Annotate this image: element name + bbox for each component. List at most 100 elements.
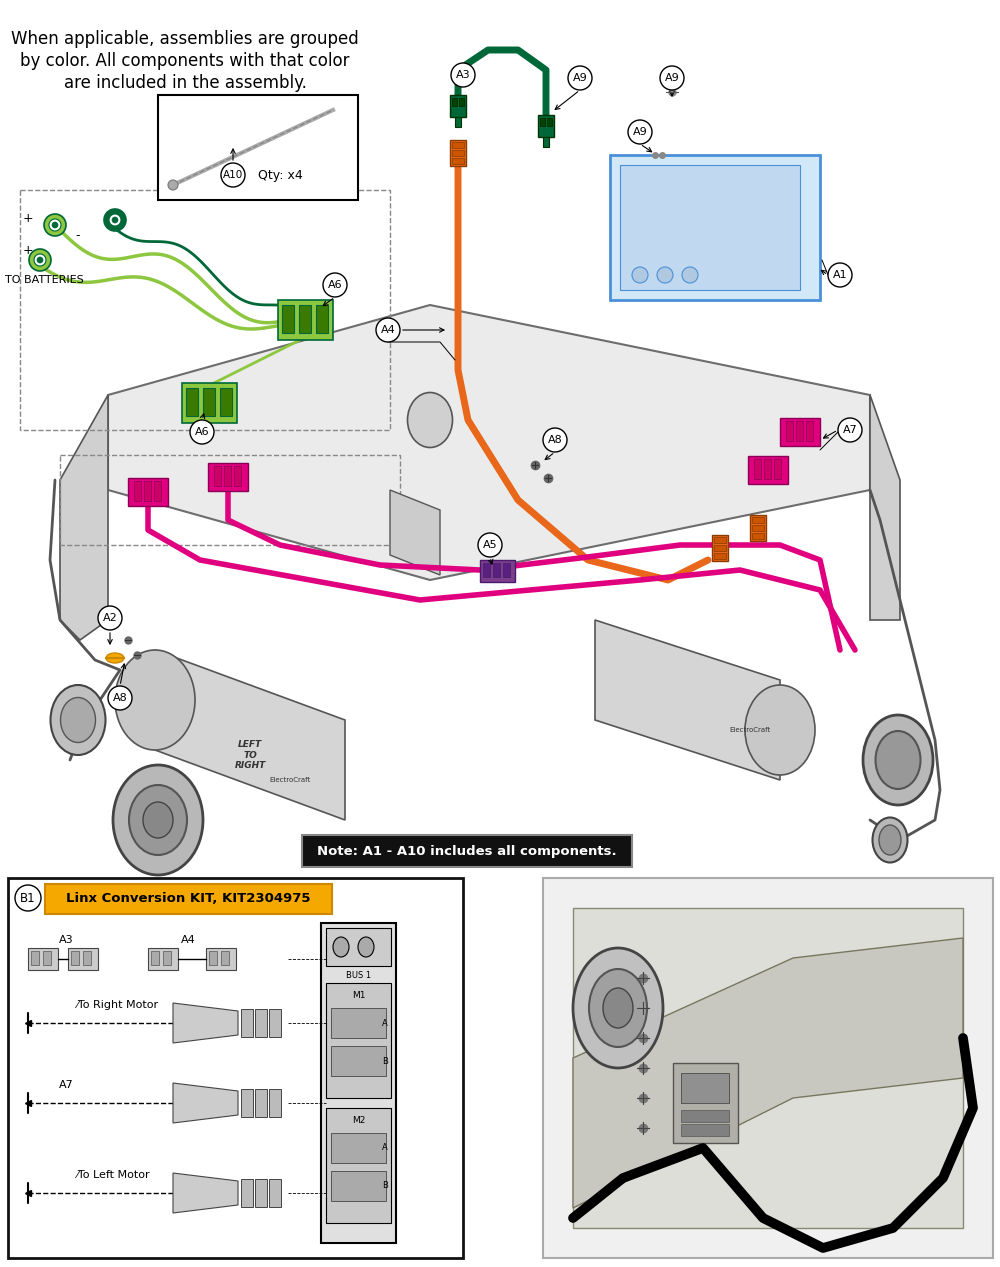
Circle shape xyxy=(628,120,652,144)
FancyBboxPatch shape xyxy=(748,456,788,484)
Circle shape xyxy=(323,272,347,296)
FancyBboxPatch shape xyxy=(241,1009,253,1036)
Circle shape xyxy=(478,533,502,557)
Ellipse shape xyxy=(573,948,663,1068)
FancyBboxPatch shape xyxy=(8,878,463,1258)
Circle shape xyxy=(104,209,126,231)
Ellipse shape xyxy=(876,731,920,789)
FancyBboxPatch shape xyxy=(83,952,91,965)
FancyBboxPatch shape xyxy=(221,952,229,965)
FancyBboxPatch shape xyxy=(452,98,457,106)
Circle shape xyxy=(168,180,178,190)
FancyBboxPatch shape xyxy=(224,466,231,487)
FancyBboxPatch shape xyxy=(203,388,215,416)
FancyBboxPatch shape xyxy=(503,563,510,576)
Text: A8: A8 xyxy=(113,693,127,703)
FancyBboxPatch shape xyxy=(331,1171,386,1201)
Ellipse shape xyxy=(408,393,452,447)
FancyBboxPatch shape xyxy=(452,158,464,163)
Polygon shape xyxy=(595,620,780,780)
Text: +: + xyxy=(23,212,33,224)
FancyBboxPatch shape xyxy=(68,948,98,971)
FancyBboxPatch shape xyxy=(144,481,151,500)
FancyBboxPatch shape xyxy=(480,560,515,582)
FancyBboxPatch shape xyxy=(331,1009,386,1038)
FancyBboxPatch shape xyxy=(299,305,311,333)
FancyBboxPatch shape xyxy=(620,165,800,290)
Text: TO BATTERIES: TO BATTERIES xyxy=(5,275,84,285)
FancyBboxPatch shape xyxy=(209,952,217,965)
Circle shape xyxy=(660,66,684,90)
Circle shape xyxy=(109,214,121,226)
FancyBboxPatch shape xyxy=(752,533,764,538)
FancyBboxPatch shape xyxy=(754,459,761,479)
Text: B1: B1 xyxy=(20,892,36,905)
Text: A5: A5 xyxy=(483,540,497,550)
Ellipse shape xyxy=(872,817,908,863)
Text: A7: A7 xyxy=(59,1079,73,1090)
Text: Qty: x4: Qty: x4 xyxy=(258,169,303,181)
Polygon shape xyxy=(870,395,900,620)
FancyBboxPatch shape xyxy=(673,1063,738,1143)
Circle shape xyxy=(112,217,118,223)
Text: are included in the assembly.: are included in the assembly. xyxy=(64,73,306,92)
FancyBboxPatch shape xyxy=(455,117,461,127)
Text: A9: A9 xyxy=(633,127,647,137)
Circle shape xyxy=(221,163,245,188)
FancyBboxPatch shape xyxy=(269,1180,281,1207)
Text: A3: A3 xyxy=(456,70,470,80)
FancyBboxPatch shape xyxy=(764,459,771,479)
Ellipse shape xyxy=(333,938,349,957)
Circle shape xyxy=(632,267,648,283)
FancyBboxPatch shape xyxy=(712,535,728,561)
FancyBboxPatch shape xyxy=(151,952,159,965)
FancyBboxPatch shape xyxy=(326,1109,391,1223)
FancyBboxPatch shape xyxy=(493,563,500,576)
FancyBboxPatch shape xyxy=(610,155,820,300)
Text: A10: A10 xyxy=(223,170,243,180)
FancyBboxPatch shape xyxy=(269,1090,281,1117)
Ellipse shape xyxy=(129,786,187,855)
Circle shape xyxy=(838,418,862,442)
Text: BUS 1: BUS 1 xyxy=(346,971,371,979)
Text: ElectroCraft: ElectroCraft xyxy=(729,727,771,734)
Text: When applicable, assemblies are grouped: When applicable, assemblies are grouped xyxy=(11,30,359,48)
FancyBboxPatch shape xyxy=(206,948,236,971)
FancyBboxPatch shape xyxy=(681,1124,729,1136)
Polygon shape xyxy=(390,490,440,575)
Ellipse shape xyxy=(879,825,901,855)
FancyBboxPatch shape xyxy=(452,142,464,148)
Text: M2: M2 xyxy=(352,1116,365,1125)
FancyBboxPatch shape xyxy=(278,300,333,340)
FancyBboxPatch shape xyxy=(331,1047,386,1076)
FancyBboxPatch shape xyxy=(543,878,993,1258)
FancyBboxPatch shape xyxy=(714,552,726,559)
FancyBboxPatch shape xyxy=(774,459,781,479)
FancyBboxPatch shape xyxy=(182,383,237,423)
Ellipse shape xyxy=(358,938,374,957)
FancyBboxPatch shape xyxy=(547,118,552,125)
FancyBboxPatch shape xyxy=(128,478,168,506)
Text: A4: A4 xyxy=(381,326,395,334)
Text: B: B xyxy=(382,1182,388,1191)
Circle shape xyxy=(543,428,567,452)
Circle shape xyxy=(568,66,592,90)
FancyBboxPatch shape xyxy=(780,418,820,446)
Ellipse shape xyxy=(745,685,815,775)
Circle shape xyxy=(98,606,122,630)
FancyBboxPatch shape xyxy=(331,1133,386,1163)
Circle shape xyxy=(15,886,41,911)
Circle shape xyxy=(190,419,214,443)
Text: A4: A4 xyxy=(181,935,195,945)
FancyBboxPatch shape xyxy=(220,388,232,416)
Text: M1: M1 xyxy=(352,991,365,1000)
Circle shape xyxy=(376,318,400,342)
FancyBboxPatch shape xyxy=(540,118,545,125)
Text: A8: A8 xyxy=(548,435,562,445)
FancyBboxPatch shape xyxy=(321,922,396,1243)
Text: Note: A1 - A10 includes all components.: Note: A1 - A10 includes all components. xyxy=(317,845,617,858)
Polygon shape xyxy=(573,938,963,1207)
FancyBboxPatch shape xyxy=(241,1180,253,1207)
FancyBboxPatch shape xyxy=(255,1009,267,1036)
Ellipse shape xyxy=(863,715,933,805)
